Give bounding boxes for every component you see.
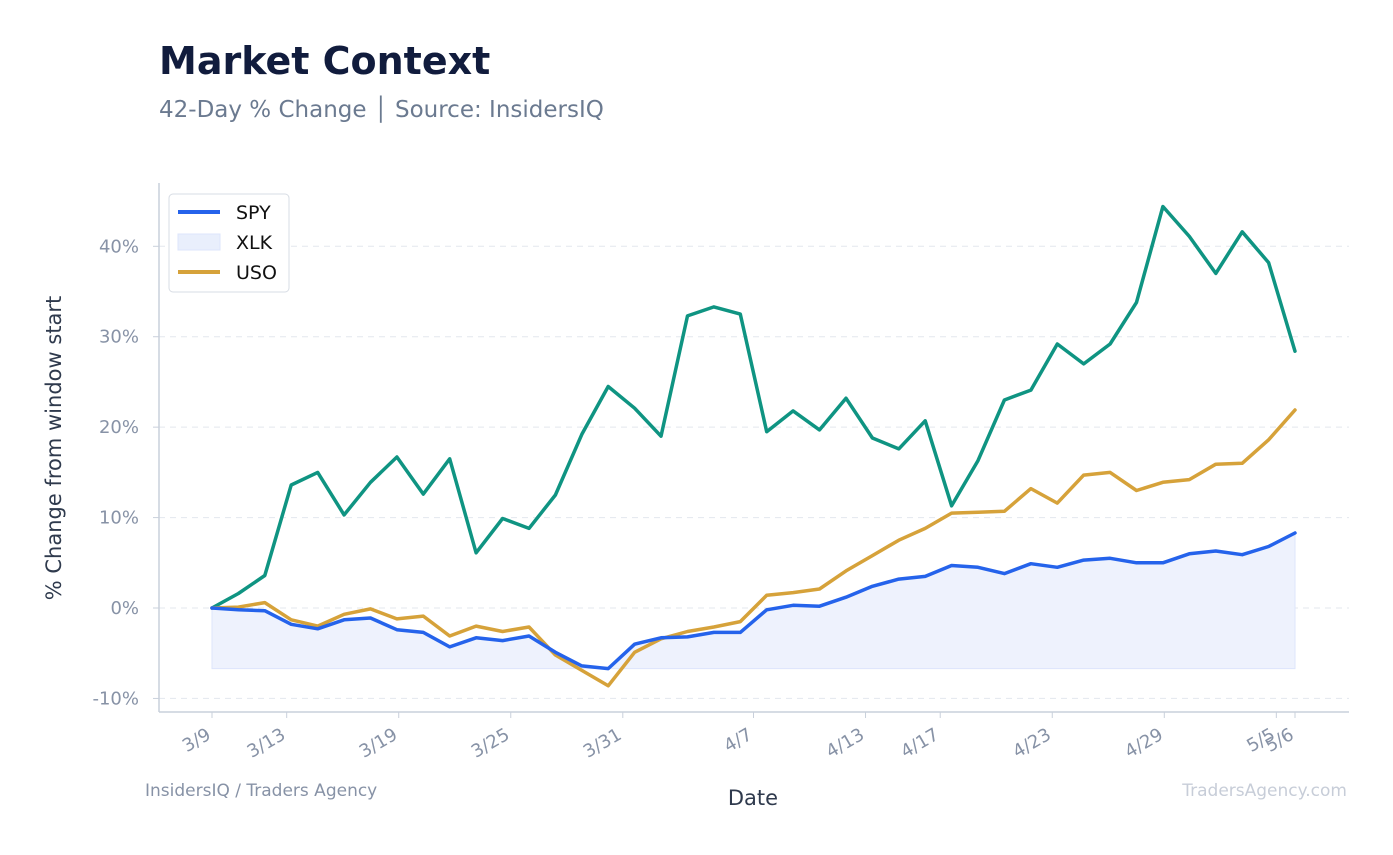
- y-tick-label: 40%: [99, 236, 139, 257]
- x-tick-label: 3/31: [580, 724, 626, 762]
- y-tick-label: 0%: [110, 598, 139, 619]
- x-tick-label: 3/19: [356, 724, 402, 762]
- x-tick-label: 4/7: [720, 724, 756, 757]
- x-tick-label: 3/9: [179, 724, 215, 757]
- x-tick-label: 4/13: [823, 724, 869, 762]
- footer-source: InsidersIQ / Traders Agency: [145, 781, 377, 801]
- spy-series-line: [210, 531, 1297, 671]
- x-axis-label: Date: [728, 786, 778, 810]
- y-tick-label: -10%: [92, 688, 139, 709]
- legend-label-uso: USO: [236, 262, 277, 284]
- legend-swatch-xlk: [177, 233, 221, 251]
- chart-subtitle: 42-Day % Change │ Source: InsidersIQ: [159, 95, 604, 123]
- legend-box: [168, 193, 290, 293]
- y-axis-label: % Change from window start: [42, 296, 66, 601]
- x-tick-label: 4/29: [1121, 724, 1167, 762]
- x-tick-label: 3/13: [244, 724, 290, 762]
- y-tick-label: 20%: [99, 417, 139, 438]
- legend-label-xlk: XLK: [236, 232, 273, 254]
- x-tick-label: 3/25: [468, 724, 514, 762]
- chart-title: Market Context: [159, 39, 490, 83]
- plot-area: -10% 0% 10% 20% 30% 40% 3/9 3/13 3/19 3/25 3/31 4/7…: [92, 183, 1349, 763]
- x-tick-label: 4/23: [1009, 724, 1055, 762]
- y-tick-label: 30%: [99, 327, 139, 348]
- x-tick-label: 4/17: [897, 724, 943, 762]
- y-tick-label: 10%: [99, 508, 139, 529]
- xlk-series-line: [210, 204, 1297, 610]
- footer-site: TradersAgency.com: [1181, 781, 1347, 801]
- uso-series-line: [210, 408, 1297, 688]
- legend-label-spy: SPY: [236, 202, 271, 224]
- spy-area-fill: [211, 532, 1296, 670]
